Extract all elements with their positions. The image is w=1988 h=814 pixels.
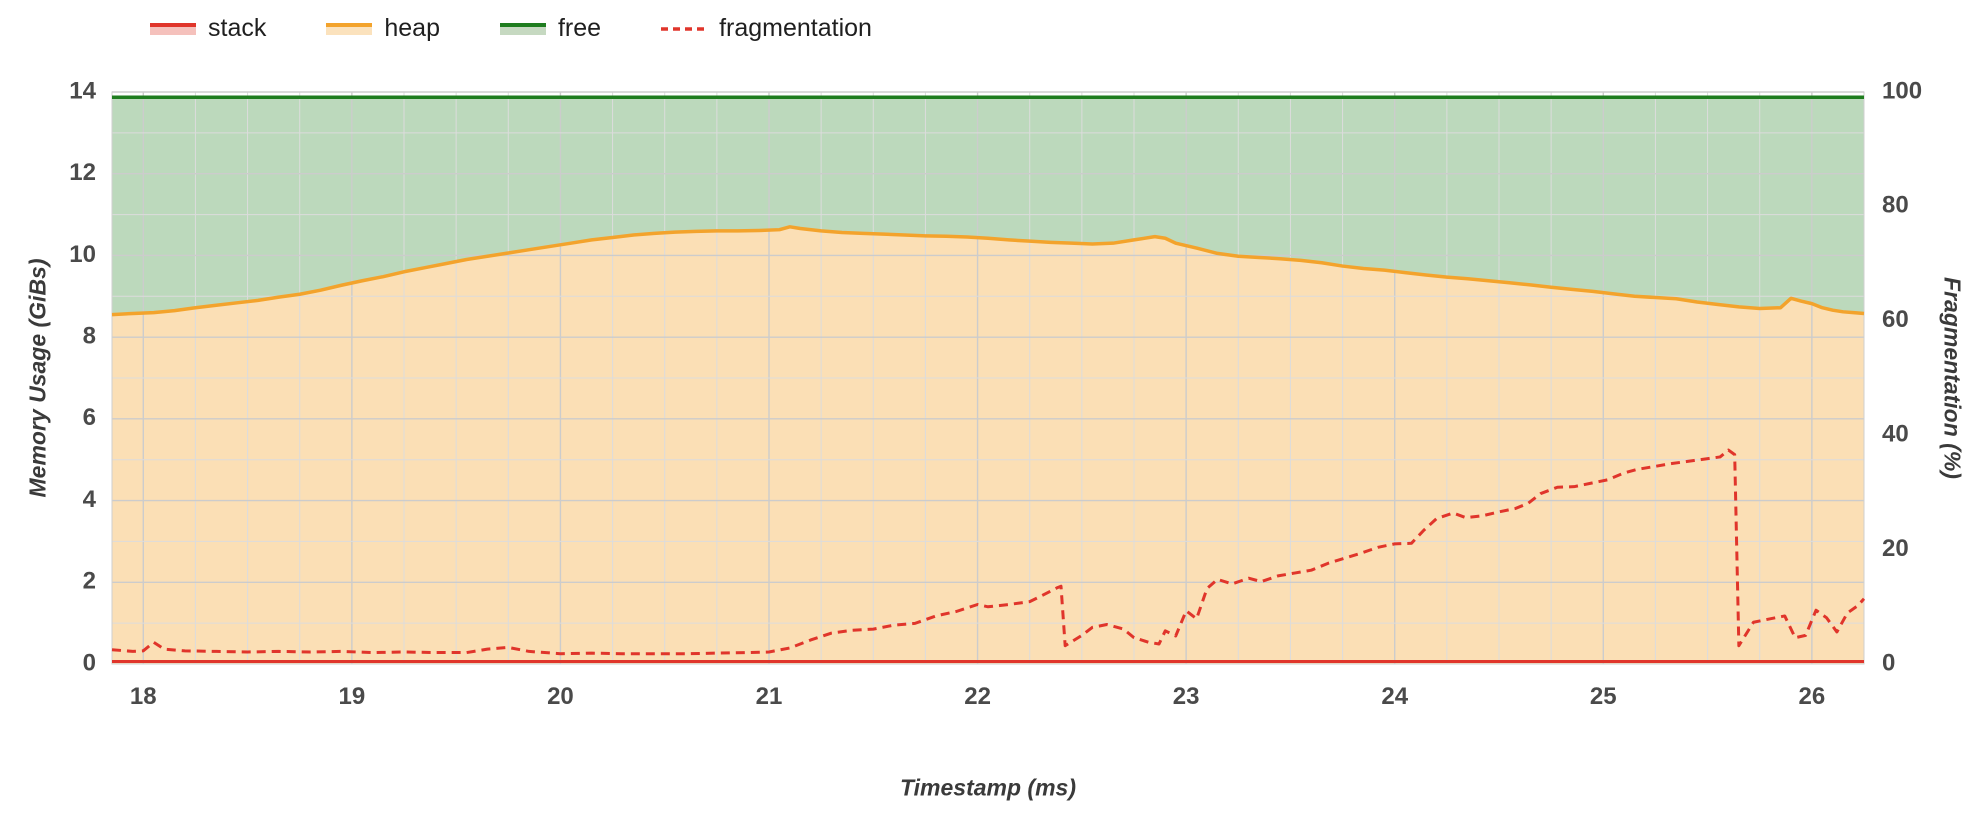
x-tick-label: 23 — [1173, 683, 1200, 710]
legend-label: stack — [208, 14, 267, 42]
y-left-tick-label: 2 — [83, 568, 96, 595]
x-tick-label: 26 — [1799, 683, 1826, 710]
legend-label: fragmentation — [719, 14, 872, 42]
legend-item-free[interactable]: free — [499, 14, 602, 43]
chart-legend: stack heap free fragmentation — [150, 14, 872, 43]
legend-swatch-fragmentation-icon — [661, 26, 708, 31]
x-tick-label: 22 — [964, 683, 991, 710]
plot-border — [111, 91, 1865, 665]
heap-line — [111, 225, 1865, 317]
legend-label: free — [557, 14, 602, 42]
x-tick-label: 20 — [547, 683, 574, 710]
x-tick-label: 24 — [1381, 683, 1408, 710]
legend-swatch-stack-icon — [150, 22, 196, 35]
y-axis-label-right: Fragmentation (%) — [1939, 277, 1966, 479]
y-right-tick-label: 60 — [1882, 306, 1909, 333]
heap-area-fill — [112, 226, 1864, 665]
legend-swatch-free-icon — [499, 22, 546, 35]
y-left-tick-label: 6 — [83, 404, 96, 431]
legend-item-stack[interactable]: stack — [150, 14, 266, 43]
legend-item-fragmentation[interactable]: fragmentation — [661, 14, 872, 43]
y-right-tick-label: 80 — [1882, 192, 1909, 219]
y-left-tick-label: 4 — [83, 486, 97, 513]
free-area-fill — [112, 97, 1864, 315]
x-tick-label: 18 — [130, 683, 157, 710]
y-left-tick-label: 8 — [83, 322, 96, 349]
y-right-tick-label: 40 — [1882, 421, 1909, 448]
y-left-tick-label: 0 — [83, 649, 96, 676]
x-axis-label: Timestamp (ms) — [900, 774, 1076, 801]
fragmentation-line — [111, 448, 1866, 656]
y-right-tick-label: 20 — [1882, 535, 1909, 562]
x-tick-label: 25 — [1590, 683, 1617, 710]
y-left-tick-label: 14 — [69, 77, 96, 104]
x-tick-label: 21 — [756, 683, 783, 710]
y-left-tick-label: 10 — [69, 241, 96, 268]
y-left-tick-label: 12 — [69, 159, 96, 186]
y-right-tick-label: 100 — [1882, 77, 1922, 104]
y-axis-label-left: Memory Usage (GiBs) — [24, 258, 51, 498]
x-tick-label: 19 — [339, 683, 366, 710]
legend-label: heap — [384, 14, 440, 42]
legend-item-heap[interactable]: heap — [326, 14, 440, 43]
y-right-tick-label: 0 — [1882, 649, 1895, 676]
legend-swatch-heap-icon — [326, 22, 373, 35]
